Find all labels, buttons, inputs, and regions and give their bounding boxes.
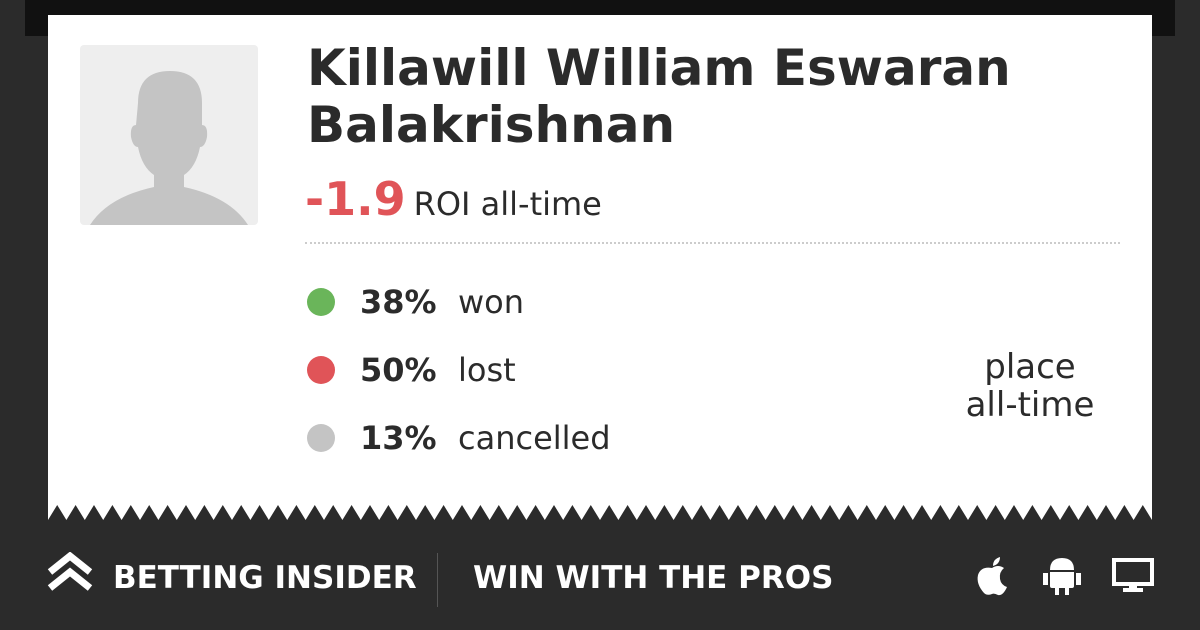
place-label: place bbox=[984, 347, 1076, 387]
brand: BETTING INSIDER bbox=[113, 560, 417, 596]
stat-label: lost bbox=[458, 351, 516, 389]
stat-row: 50% lost bbox=[307, 350, 516, 390]
apple-icon[interactable] bbox=[972, 556, 1012, 596]
avatar-silhouette bbox=[90, 71, 248, 225]
place: place all-time bbox=[930, 348, 1130, 424]
user-name: Killawill William Eswaran Balakrishnan bbox=[307, 39, 1011, 154]
logo-icon bbox=[47, 552, 93, 591]
place-label: all-time bbox=[965, 385, 1095, 425]
divider bbox=[437, 553, 438, 607]
roi-value: -1.9 bbox=[305, 172, 406, 226]
desktop-icon[interactable] bbox=[1112, 558, 1154, 594]
stat-percent: 50% bbox=[360, 351, 437, 389]
stat-row: 38% won bbox=[307, 282, 524, 322]
roi-label: ROI all-time bbox=[413, 185, 602, 223]
tagline: WIN WITH THE PROS bbox=[473, 560, 834, 596]
stat-percent: 38% bbox=[360, 283, 437, 321]
stat-label: cancelled bbox=[458, 419, 611, 457]
roi: -1.9 ROI all-time bbox=[305, 172, 602, 226]
stat-dot bbox=[307, 424, 335, 452]
stat-dot bbox=[307, 356, 335, 384]
avatar bbox=[80, 45, 258, 225]
separator bbox=[305, 242, 1120, 244]
stat-label: won bbox=[458, 283, 525, 321]
stat-percent: 13% bbox=[360, 419, 437, 457]
card-edge bbox=[48, 504, 1152, 520]
android-icon[interactable] bbox=[1042, 554, 1082, 596]
stat-dot bbox=[307, 288, 335, 316]
stat-row: 13% cancelled bbox=[307, 418, 611, 458]
